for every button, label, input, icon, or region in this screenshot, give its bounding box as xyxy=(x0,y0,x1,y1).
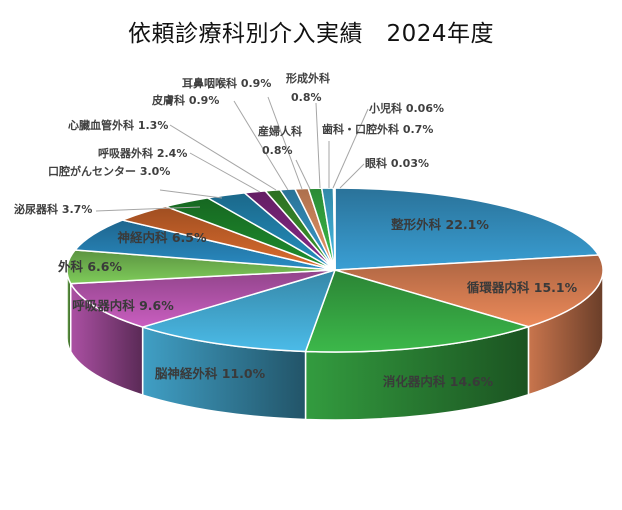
leader-lines xyxy=(95,96,369,212)
leader-line xyxy=(332,108,369,189)
slice-label: 消化器内科 14.6% xyxy=(383,374,494,389)
leader-line xyxy=(95,206,201,212)
slice-label: 整形外科 22.1% xyxy=(391,217,489,232)
slice-label: 脳神経外科 11.0% xyxy=(155,366,266,381)
slice-label: 循環器内科 15.1% xyxy=(467,280,578,295)
slice-callout-label: 形成外科 xyxy=(286,71,330,85)
leader-line xyxy=(295,159,311,190)
slice-callout-label: 泌尿器科 3.7% xyxy=(14,202,92,216)
chart-title: 依頼診療科別介入実績 2024年度 xyxy=(127,21,495,47)
slice-callout-label: 心臓血管外科 1.3% xyxy=(68,118,168,132)
slice-眼科[interactable] xyxy=(333,187,336,271)
slice-labels: 整形外科 22.1% 循環器内科 15.1% 消化器内科 14.6% 脳神経外科 11… xyxy=(14,71,578,389)
pie-side-walls xyxy=(66,269,604,421)
slice-callout-label: 歯科・口腔外科 0.7% xyxy=(322,122,433,136)
leader-line xyxy=(315,102,321,189)
slice-消化器内科[interactable] xyxy=(304,269,530,353)
leader-line xyxy=(339,163,365,189)
leader-line xyxy=(169,124,277,191)
slice-callout-label: 口腔がんセンター 3.0% xyxy=(48,164,170,178)
slice-呼吸器内科[interactable] xyxy=(69,269,336,328)
slice-callout-label: 0.8% xyxy=(291,91,322,104)
slice-脳神経外科[interactable] xyxy=(141,269,336,353)
slice-神経内科[interactable] xyxy=(74,219,336,271)
leader-line xyxy=(233,100,289,191)
slice-label: 呼吸器内科 9.6% xyxy=(72,298,174,313)
slice-callout-label: 皮膚科 0.9% xyxy=(151,93,219,107)
slice-label: 神経内科 6.5% xyxy=(117,230,206,245)
slice-callout-label: 眼科 0.03% xyxy=(365,156,429,170)
slice-label: 外科 6.6% xyxy=(57,259,122,274)
slice-callout-label: 小児科 0.06% xyxy=(368,101,444,115)
slice-callout-label: 産婦人科 xyxy=(258,124,302,138)
slice-外科[interactable] xyxy=(66,249,336,285)
slice-循環器内科[interactable] xyxy=(334,254,604,328)
leader-line xyxy=(159,189,223,199)
pie-top-faces xyxy=(66,187,604,353)
leader-line xyxy=(189,152,261,193)
slice-整形外科[interactable] xyxy=(334,187,600,271)
slice-callout-label: 呼吸器外科 2.4% xyxy=(98,146,187,160)
slice-callout-label: 0.8% xyxy=(262,144,293,157)
slice-callout-label: 耳鼻咽喉科 0.9% xyxy=(182,76,271,90)
leader-line xyxy=(267,96,303,190)
